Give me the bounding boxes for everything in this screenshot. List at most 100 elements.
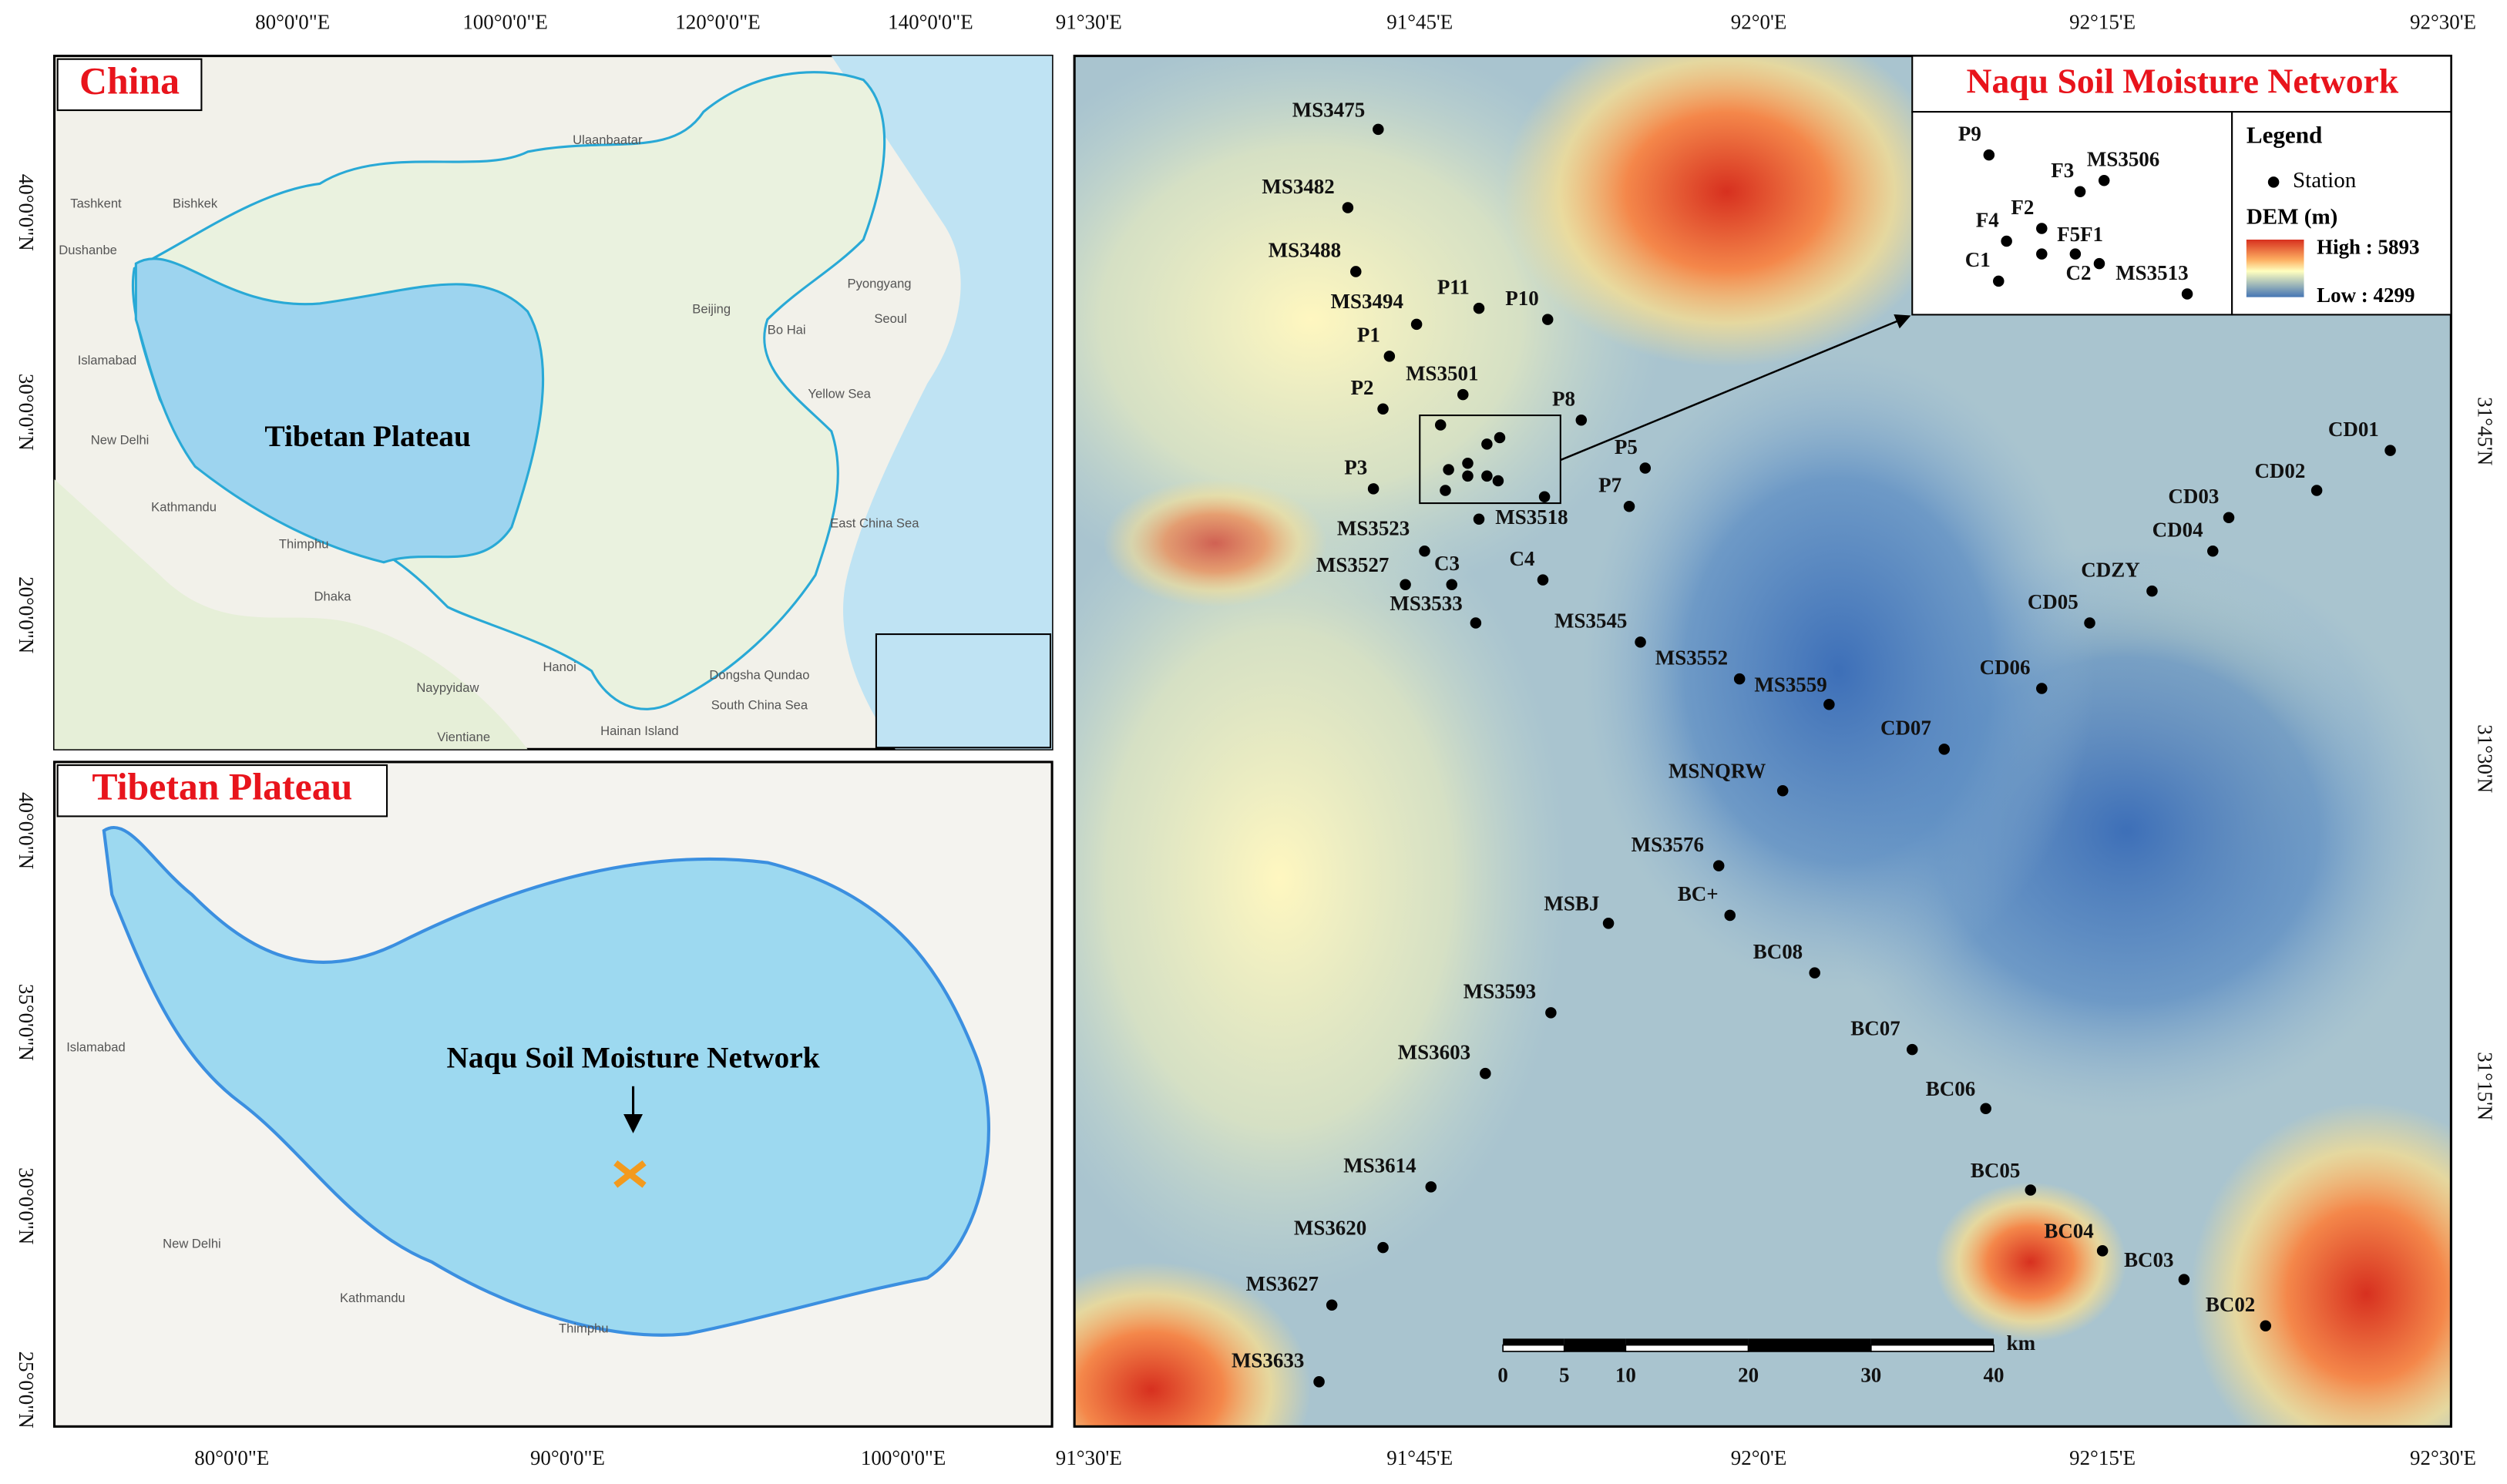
station-label: CD03 — [2168, 485, 2219, 508]
station-label: MS3633 — [1232, 1349, 1304, 1372]
plateau-area — [134, 257, 545, 564]
station-dot — [2178, 1274, 2190, 1285]
dem-relief — [2190, 1102, 2452, 1427]
station-dot — [1481, 438, 1493, 450]
station-label: P9 — [1958, 122, 1981, 145]
station-dot — [2096, 1245, 2109, 1257]
station-label: MS3518 — [1495, 505, 1568, 529]
place-label: Hanoi — [543, 660, 576, 674]
station-dot — [1443, 464, 1454, 475]
place-label: Seoul — [874, 311, 906, 326]
station-label: P5 — [1615, 435, 1638, 458]
place-label: New Delhi — [91, 433, 150, 448]
station-label: BC03 — [2124, 1248, 2173, 1271]
station-label: BC05 — [1971, 1159, 2020, 1182]
tick-label: 31°45'N — [2474, 397, 2497, 465]
station-dot — [2025, 1184, 2037, 1196]
station-dot — [1313, 1376, 1325, 1388]
tick-label: 20°0'0"N — [15, 576, 38, 653]
scale-segment — [1747, 1344, 1872, 1352]
title-box — [56, 58, 203, 112]
legend-entry: DEM (m) — [2247, 205, 2337, 230]
station-dot — [2093, 257, 2105, 270]
station-dot — [1480, 1067, 1491, 1079]
station-dot — [1377, 1241, 1389, 1254]
station-label: F4 — [1976, 208, 1999, 231]
tick-label: 91°45'E — [1386, 1446, 1453, 1469]
station-dot — [2207, 545, 2219, 557]
scale-unit: km — [2007, 1331, 2035, 1355]
station-dot — [1350, 266, 1362, 277]
tick-label: 31°15'N — [2474, 1052, 2497, 1120]
station-label: BC02 — [2206, 1293, 2255, 1316]
station-label: C2 — [2066, 261, 2092, 284]
scale-label: 0 — [1497, 1363, 1507, 1386]
station-dot — [1419, 545, 1430, 557]
tick-label: 35°0'0"N — [15, 984, 38, 1061]
station-dot — [2036, 223, 2048, 234]
station-dot — [2069, 248, 2082, 260]
station-label: MSNQRW — [1669, 760, 1766, 783]
legend-station-dot — [2267, 176, 2280, 188]
station-label: MS3603 — [1398, 1041, 1470, 1064]
station-label: CDZY — [2081, 558, 2139, 581]
panel-title: China — [79, 59, 180, 102]
tick-label: 91°30'E — [1056, 1446, 1122, 1469]
tick-label: 90°0'0"E — [530, 1446, 605, 1469]
tick-label: 40°0'0"N — [15, 174, 38, 251]
station-dot — [1733, 673, 1746, 685]
title-box — [56, 764, 388, 818]
station-dot — [1980, 1103, 1991, 1115]
plateau-shape — [102, 825, 990, 1337]
station-dot — [1712, 860, 1725, 871]
station-dot — [1473, 513, 1485, 525]
station-label: CD04 — [2152, 519, 2203, 542]
place-label: Dhaka — [314, 589, 352, 604]
legend-dem-ramp — [2246, 239, 2304, 297]
land — [54, 478, 528, 750]
place-label: Beijing — [692, 302, 731, 317]
scale-segment — [1625, 1338, 1749, 1345]
station-dot — [1776, 784, 1789, 797]
station-dot — [2310, 485, 2323, 496]
station-label: MS3614 — [1343, 1154, 1416, 1177]
station-label: CD05 — [2028, 590, 2079, 613]
station-label: C3 — [1434, 552, 1460, 575]
tick-label: 40°0'0"N — [15, 792, 38, 869]
network-marker — [613, 1160, 647, 1188]
station-dot — [1541, 314, 1554, 325]
station-dot — [2036, 683, 2048, 694]
place-label: Dongsha Qundao — [709, 667, 809, 682]
station-dot — [1575, 414, 1588, 426]
station-label: BC06 — [1926, 1077, 1975, 1100]
scale-label: 30 — [1860, 1363, 1881, 1386]
place-label: Thimphu — [559, 1321, 609, 1335]
tick-label: 25°0'0"N — [15, 1351, 38, 1429]
station-dot — [2074, 186, 2086, 198]
station-dot — [1462, 457, 1474, 469]
station-label: MS3545 — [1554, 609, 1627, 633]
inset-box — [1911, 111, 2233, 316]
station-dot — [1377, 403, 1389, 415]
station-dot — [1492, 475, 1504, 487]
scale-segment — [1625, 1344, 1749, 1352]
tick-label: 100°0'0"E — [462, 10, 548, 33]
station-dot — [1425, 1181, 1437, 1193]
place-label: Naypyidaw — [416, 680, 479, 695]
scale-segment — [1870, 1338, 1995, 1345]
station-label: CD02 — [2254, 459, 2305, 482]
station-dot — [1462, 470, 1474, 482]
station-dot — [1470, 617, 1482, 629]
station-dot — [2001, 235, 2012, 247]
station-dot — [2223, 512, 2235, 523]
place-label: Tashkent — [70, 196, 122, 211]
scale-segment — [1503, 1338, 1564, 1345]
station-dot — [1537, 574, 1549, 586]
place-label: Ulaanbaatar — [573, 133, 643, 147]
station-dot — [1373, 123, 1384, 136]
station-dot — [1383, 351, 1396, 362]
station-dot — [1481, 470, 1493, 482]
place-label: Kathmandu — [151, 500, 217, 515]
tick-label: 100°0'0"E — [861, 1446, 946, 1469]
tick-label: 140°0'0"E — [888, 10, 973, 33]
